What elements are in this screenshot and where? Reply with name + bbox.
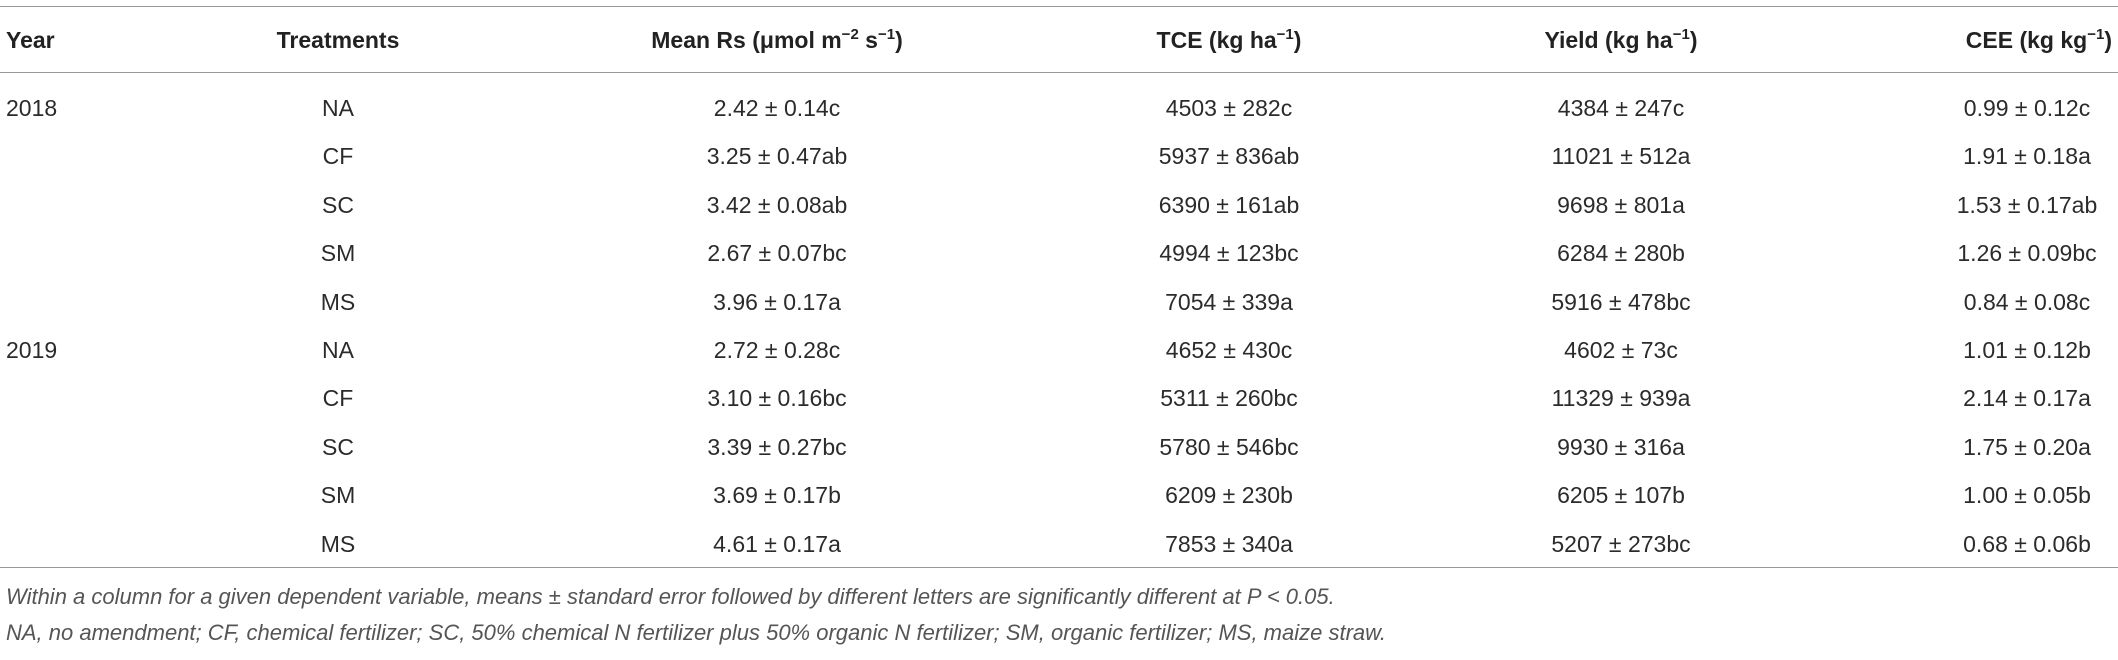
table-cell: 4602 ± 73c (1564, 337, 1678, 363)
superscript: −1 (1672, 26, 1690, 43)
table-cell: 1.91 ± 0.18a (1963, 143, 2091, 170)
table-cell: 2.42 ± 0.14c (713, 95, 841, 121)
table-cell: 7853 ± 340a (1165, 530, 1293, 557)
header-text: Year (6, 27, 55, 53)
table-cell: NA (322, 337, 354, 363)
table-cell: 3.69 ± 0.17b (713, 482, 841, 509)
header-text: ) (1689, 27, 1698, 53)
table-cell: 7054 ± 339a (1165, 288, 1293, 315)
year-cell: 2019 (6, 337, 58, 363)
footnote: Within a column for a given dependent va… (6, 584, 1335, 609)
header-rule (0, 72, 2118, 73)
table-cell: 0.84 ± 0.08c (1963, 288, 2091, 315)
table-cell: 11329 ± 939a (1551, 385, 1691, 412)
table-cell: 1.53 ± 0.17ab (1956, 191, 2098, 218)
header-text: ) (1293, 27, 1302, 53)
table-cell: 1.00 ± 0.05b (1963, 482, 2091, 509)
table-cell: 4503 ± 282c (1165, 95, 1293, 121)
table-cell: 5311 ± 260bc (1160, 385, 1298, 412)
table-cell: SC (322, 433, 354, 460)
header-text: Treatments (276, 27, 400, 53)
table-cell: 4384 ± 247c (1557, 95, 1685, 121)
table-cell: 5916 ± 478bc (1551, 288, 1691, 315)
table-cell: 5207 ± 273bc (1551, 530, 1691, 557)
table-cell: 1.26 ± 0.09bc (1957, 240, 2097, 267)
table-cell: 2.72 ± 0.28c (713, 337, 841, 363)
header-text: CEE (kg kg (1965, 27, 2088, 53)
table-cell: 3.10 ± 0.16bc (707, 385, 847, 412)
table-cell: 3.39 ± 0.27bc (707, 433, 847, 460)
header-text: ) (2104, 27, 2112, 53)
footnote: NA, no amendment; CF, chemical fertilize… (6, 620, 1386, 645)
header-text: TCE (kg ha (1156, 27, 1277, 53)
table-cell: 4994 ± 123bc (1159, 240, 1299, 267)
table-cell: 3.25 ± 0.47ab (706, 143, 848, 170)
table-cell: 4652 ± 430c (1165, 337, 1293, 363)
superscript: −1 (1276, 26, 1294, 43)
table-cell: 0.99 ± 0.12c (1963, 95, 2091, 121)
table-cell: NA (322, 95, 354, 121)
column-header: TCE (kg ha−1) (1157, 25, 1302, 55)
column-header: CEE (kg kg−1) (1966, 25, 2112, 55)
header-text: Yield (kg ha (1544, 27, 1673, 53)
table-cell: 11021 ± 512a (1551, 143, 1691, 170)
superscript: −2 (841, 26, 859, 43)
column-header: Year (6, 25, 55, 55)
table-cell: SM (320, 240, 356, 267)
table-cell: SM (320, 482, 356, 509)
table-cell: MS (320, 530, 356, 557)
table-cell: CF (322, 385, 354, 412)
table-cell: CF (322, 143, 354, 170)
table-cell: 3.42 ± 0.08ab (706, 191, 848, 218)
table-cell: 1.01 ± 0.12b (1963, 337, 2091, 363)
table-cell: 5937 ± 836ab (1158, 143, 1300, 170)
header-text: ) (895, 27, 903, 53)
column-header: Mean Rs (μmol m−2 s−1) (651, 25, 903, 55)
table-cell: 0.68 ± 0.06b (1963, 530, 2091, 557)
superscript: −1 (877, 26, 896, 43)
table-cell: MS (320, 288, 356, 315)
table-cell: 6390 ± 161ab (1158, 191, 1300, 218)
table-cell: 4.61 ± 0.17a (713, 530, 841, 557)
superscript: −1 (2087, 26, 2105, 43)
table-cell: SC (322, 191, 354, 218)
table-cell: 6209 ± 230b (1165, 482, 1293, 509)
header-text: Mean Rs (μmol m (651, 27, 842, 53)
year-cell: 2018 (6, 95, 58, 121)
table-cell: 2.67 ± 0.07bc (707, 240, 847, 267)
table-cell: 2.14 ± 0.17a (1963, 385, 2091, 412)
column-header: Treatments (277, 25, 400, 55)
top-rule (0, 6, 2118, 7)
table-cell: 9930 ± 316a (1557, 433, 1685, 460)
table-cell: 3.96 ± 0.17a (713, 288, 841, 315)
column-header: Yield (kg ha−1) (1544, 25, 1697, 55)
table-cell: 5780 ± 546bc (1159, 433, 1299, 460)
table-cell: 9698 ± 801a (1557, 191, 1685, 218)
table-cell: 6205 ± 107b (1557, 482, 1685, 509)
table-cell: 6284 ± 280b (1557, 240, 1685, 267)
table-cell: 1.75 ± 0.20a (1963, 433, 2091, 460)
bottom-rule (0, 567, 2118, 568)
header-text: s (858, 27, 878, 53)
